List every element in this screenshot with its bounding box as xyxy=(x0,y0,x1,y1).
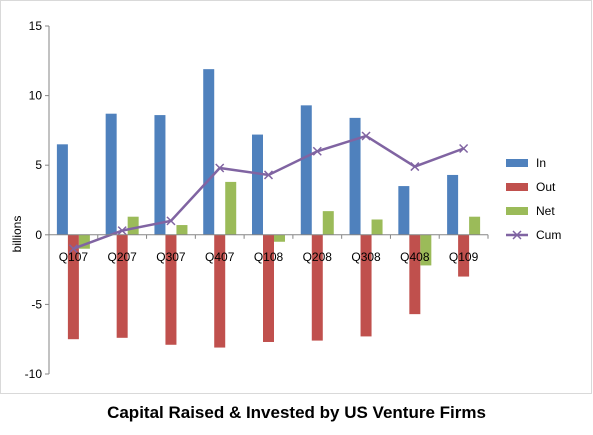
x-tick-label: Q307 xyxy=(156,250,186,264)
x-tick-label: Q108 xyxy=(254,250,284,264)
x-tick-label: Q408 xyxy=(400,250,430,264)
legend-swatch-out xyxy=(506,183,528,191)
bar-out xyxy=(214,234,226,348)
bar-out xyxy=(360,234,372,337)
y-tick-label: -5 xyxy=(31,297,42,311)
bar-net xyxy=(176,225,188,235)
marker-cum xyxy=(68,244,78,254)
bar-net xyxy=(469,216,481,235)
bar-out xyxy=(458,234,470,277)
bar-out xyxy=(263,234,274,342)
bar-in xyxy=(349,117,361,235)
bar-in xyxy=(447,174,459,235)
y-tick-label: 5 xyxy=(35,158,42,172)
y-tick-label: -10 xyxy=(25,367,43,381)
bar-in xyxy=(398,186,410,235)
y-tick-label: 0 xyxy=(35,228,42,242)
marker-cum xyxy=(410,162,420,172)
marker-cum xyxy=(117,226,127,236)
legend-label-cum: Cum xyxy=(536,228,561,242)
x-tick-label: Q107 xyxy=(59,250,89,264)
marker-cum xyxy=(361,131,371,141)
x-tick-label: Q207 xyxy=(107,250,137,264)
bar-net xyxy=(420,234,432,266)
y-tick-label: 15 xyxy=(29,19,43,33)
legend-marker-cum xyxy=(512,230,522,240)
legend: In Out Net Cum xyxy=(506,156,561,242)
chart-title: Capital Raised & Invested by US Venture … xyxy=(107,403,486,422)
marker-cum xyxy=(263,170,274,180)
marker-cum xyxy=(459,143,469,154)
bar-out xyxy=(409,234,421,315)
bar-out xyxy=(311,234,323,341)
bar-in xyxy=(154,115,166,235)
bar-net xyxy=(371,219,383,235)
bar-in xyxy=(56,144,68,235)
bar-out xyxy=(67,234,79,340)
marker-cum xyxy=(166,216,176,226)
legend-swatch-net xyxy=(506,207,528,215)
bar-net xyxy=(274,234,285,242)
x-tick-label: Q308 xyxy=(351,250,381,264)
axes: 15 10 5 0 -5 -10 Q107 Q207 Q307 Q407 Q108 Q208 Q308 Q… xyxy=(25,19,489,381)
bar-in xyxy=(203,69,215,235)
bar-out xyxy=(116,234,128,338)
legend-swatch-in xyxy=(506,159,528,167)
y-axis-label: billions xyxy=(10,216,24,253)
chart-area: billions 15 10 5 0 -5 -10 Q107 Q207 Q307 Q407 Q108… xyxy=(0,0,592,394)
legend-label-out: Out xyxy=(536,180,556,194)
legend-label-net: Net xyxy=(536,204,555,218)
bars xyxy=(56,69,481,348)
bar-net xyxy=(127,216,139,235)
bar-net xyxy=(78,234,90,249)
chart-svg: billions 15 10 5 0 -5 -10 Q107 Q207 Q307 Q407 Q108… xyxy=(0,0,592,394)
bar-net xyxy=(322,211,334,235)
bar-out xyxy=(165,234,177,345)
marker-cum xyxy=(312,146,322,156)
chart-border xyxy=(0,0,592,394)
cum-line xyxy=(68,131,469,254)
x-tick-label: Q109 xyxy=(449,250,479,264)
y-tick-label: 10 xyxy=(29,89,43,103)
marker-cum xyxy=(215,163,225,173)
x-tick-label: Q208 xyxy=(303,250,333,264)
bar-in xyxy=(252,134,263,235)
bar-in xyxy=(300,105,312,235)
x-tick-label: Q407 xyxy=(205,250,235,264)
bar-net xyxy=(225,181,237,235)
bar-in xyxy=(105,113,117,235)
legend-label-in: In xyxy=(536,156,546,170)
